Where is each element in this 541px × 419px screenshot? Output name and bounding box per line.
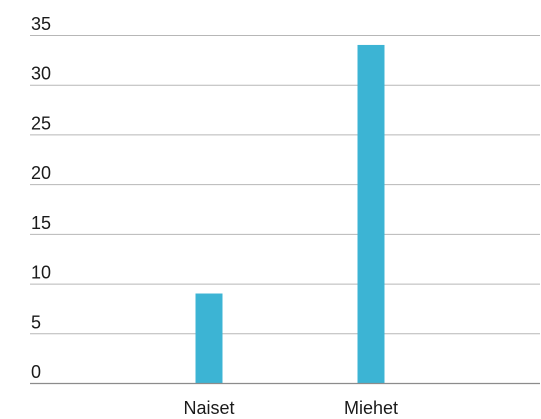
- y-tick-label-25: 25: [31, 113, 51, 133]
- x-category-label-naiset: Naiset: [183, 398, 234, 418]
- bars: [195, 44, 385, 383]
- y-tick-label-10: 10: [31, 263, 51, 283]
- bar-miehet: [357, 44, 385, 383]
- y-tick-label-20: 20: [31, 163, 51, 183]
- y-tick-label-15: 15: [31, 213, 51, 233]
- y-tick-label-5: 5: [31, 312, 41, 332]
- y-axis-tick-labels: 0 5 10 15 20 25 30 35: [31, 14, 51, 382]
- y-tick-label-0: 0: [31, 362, 41, 382]
- x-axis-category-labels: Naiset Miehet: [183, 398, 398, 418]
- y-tick-label-35: 35: [31, 14, 51, 34]
- y-tick-label-30: 30: [31, 64, 51, 84]
- bar-naiset: [195, 293, 223, 383]
- gridlines: [30, 35, 540, 335]
- x-category-label-miehet: Miehet: [344, 398, 398, 418]
